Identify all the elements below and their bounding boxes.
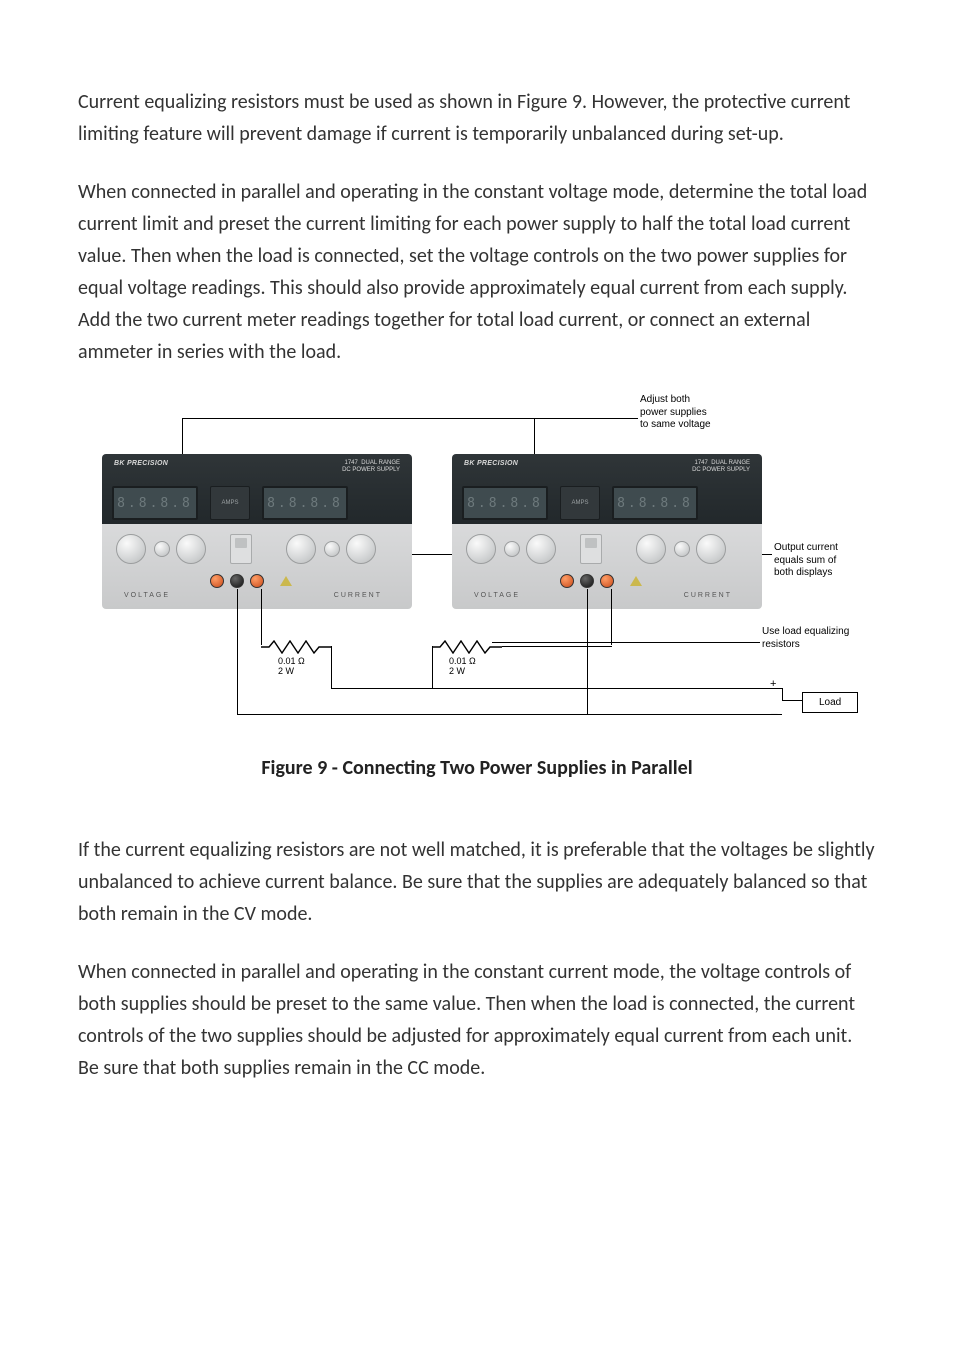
load-box: Load: [802, 692, 858, 713]
load-plus: +: [770, 678, 776, 692]
wire: [611, 589, 612, 645]
wire: [237, 714, 782, 715]
wire: [782, 688, 783, 700]
knob-fine-voltage: [154, 541, 170, 557]
resistor-right: [432, 640, 502, 654]
wire: [432, 646, 433, 688]
wire: [237, 589, 238, 714]
annot-load-resistors: Use load equalizing resistors: [762, 626, 849, 651]
psu-top-panel: BK PRECISION 1747 DUAL RANGE DC POWER SU…: [452, 454, 762, 524]
paragraph-1: Current equalizing resistors must be use…: [78, 86, 876, 150]
psu-lcd-current: 8.8.8.8: [262, 486, 348, 520]
wire: [502, 646, 612, 647]
wire: [331, 688, 782, 689]
warning-icon: [280, 576, 292, 586]
terminal-pos: [560, 574, 574, 588]
knob-fine-voltage: [504, 541, 520, 557]
resistor-right-label: 0.01 Ω 2 W: [449, 656, 476, 677]
leader-line: [492, 642, 760, 643]
psu-model-no: 1747: [695, 460, 708, 466]
knob-fine-current: [324, 541, 340, 557]
annot-adjust-voltage: Adjust both power supplies to same volta…: [640, 394, 711, 432]
wire: [331, 646, 332, 688]
annot-output-current: Output current equals sum of both displa…: [774, 542, 838, 580]
psu-top-panel: BK PRECISION 1747 DUAL RANGE DC POWER SU…: [102, 454, 412, 524]
paragraph-4: When connected in parallel and operating…: [78, 956, 876, 1084]
leader-line: [182, 418, 183, 454]
paragraph-3: If the current equalizing resistors are …: [78, 834, 876, 930]
p1-text-a: Current equalizing resistors must be use…: [78, 90, 517, 114]
wire: [261, 589, 262, 645]
psu-lcd-voltage: 8.8.8.8: [462, 486, 548, 520]
knob-coarse-voltage: [116, 534, 146, 564]
paragraph-2: When connected in parallel and operating…: [78, 176, 876, 368]
psu-model-no: 1747: [345, 460, 358, 466]
terminal-pos2: [250, 574, 264, 588]
wire: [587, 589, 588, 714]
current-label: CURRENT: [334, 592, 382, 599]
knob-current: [696, 534, 726, 564]
res-pwr: 2 W: [449, 666, 465, 676]
psu-amps-block: AMPS: [210, 486, 250, 520]
psu-bottom-panel: VOLTAGE CURRENT: [452, 524, 762, 609]
res-val: 0.01 Ω: [449, 656, 476, 666]
knob-voltage: [176, 534, 206, 564]
current-label: CURRENT: [684, 592, 732, 599]
range-switch: [230, 534, 252, 564]
psu-bottom-panel: VOLTAGE CURRENT: [102, 524, 412, 609]
resistor-left: [261, 640, 331, 654]
power-supply-right: BK PRECISION 1747 DUAL RANGE DC POWER SU…: [452, 454, 762, 609]
terminal-gnd: [580, 574, 594, 588]
psu-model: 1747 DUAL RANGE DC POWER SUPPLY: [342, 460, 400, 473]
power-supply-left: BK PRECISION 1747 DUAL RANGE DC POWER SU…: [102, 454, 412, 609]
terminal-pos: [210, 574, 224, 588]
psu-lcd-current: 8.8.8.8: [612, 486, 698, 520]
wire: [782, 700, 802, 701]
warning-icon: [630, 576, 642, 586]
voltage-label: VOLTAGE: [124, 592, 170, 599]
terminal-gnd: [230, 574, 244, 588]
knob-coarse-voltage: [466, 534, 496, 564]
terminal-pos2: [600, 574, 614, 588]
psu-brand: BK PRECISION: [464, 460, 518, 467]
range-switch: [580, 534, 602, 564]
load-minus: −: [770, 706, 778, 724]
figure-9-caption: Figure 9 - Connecting Two Power Supplies…: [78, 756, 876, 780]
knob-current: [346, 534, 376, 564]
knob-fine-current: [674, 541, 690, 557]
psu-brand: BK PRECISION: [114, 460, 168, 467]
figure-9: Adjust both power supplies to same volta…: [78, 394, 876, 780]
knob-coarse-current: [286, 534, 316, 564]
leader-line: [534, 418, 535, 454]
res-pwr: 2 W: [278, 666, 294, 676]
knob-coarse-current: [636, 534, 666, 564]
resistor-left-label: 0.01 Ω 2 W: [278, 656, 305, 677]
psu-lcd-voltage: 8.8.8.8: [112, 486, 198, 520]
figure-9-reference: Figure 9: [517, 90, 582, 114]
psu-model: 1747 DUAL RANGE DC POWER SUPPLY: [692, 460, 750, 473]
res-val: 0.01 Ω: [278, 656, 305, 666]
psu-amps-block: AMPS: [560, 486, 600, 520]
figure-9-diagram: Adjust both power supplies to same volta…: [82, 394, 872, 734]
leader-line: [182, 418, 638, 419]
knob-voltage: [526, 534, 556, 564]
voltage-label: VOLTAGE: [474, 592, 520, 599]
